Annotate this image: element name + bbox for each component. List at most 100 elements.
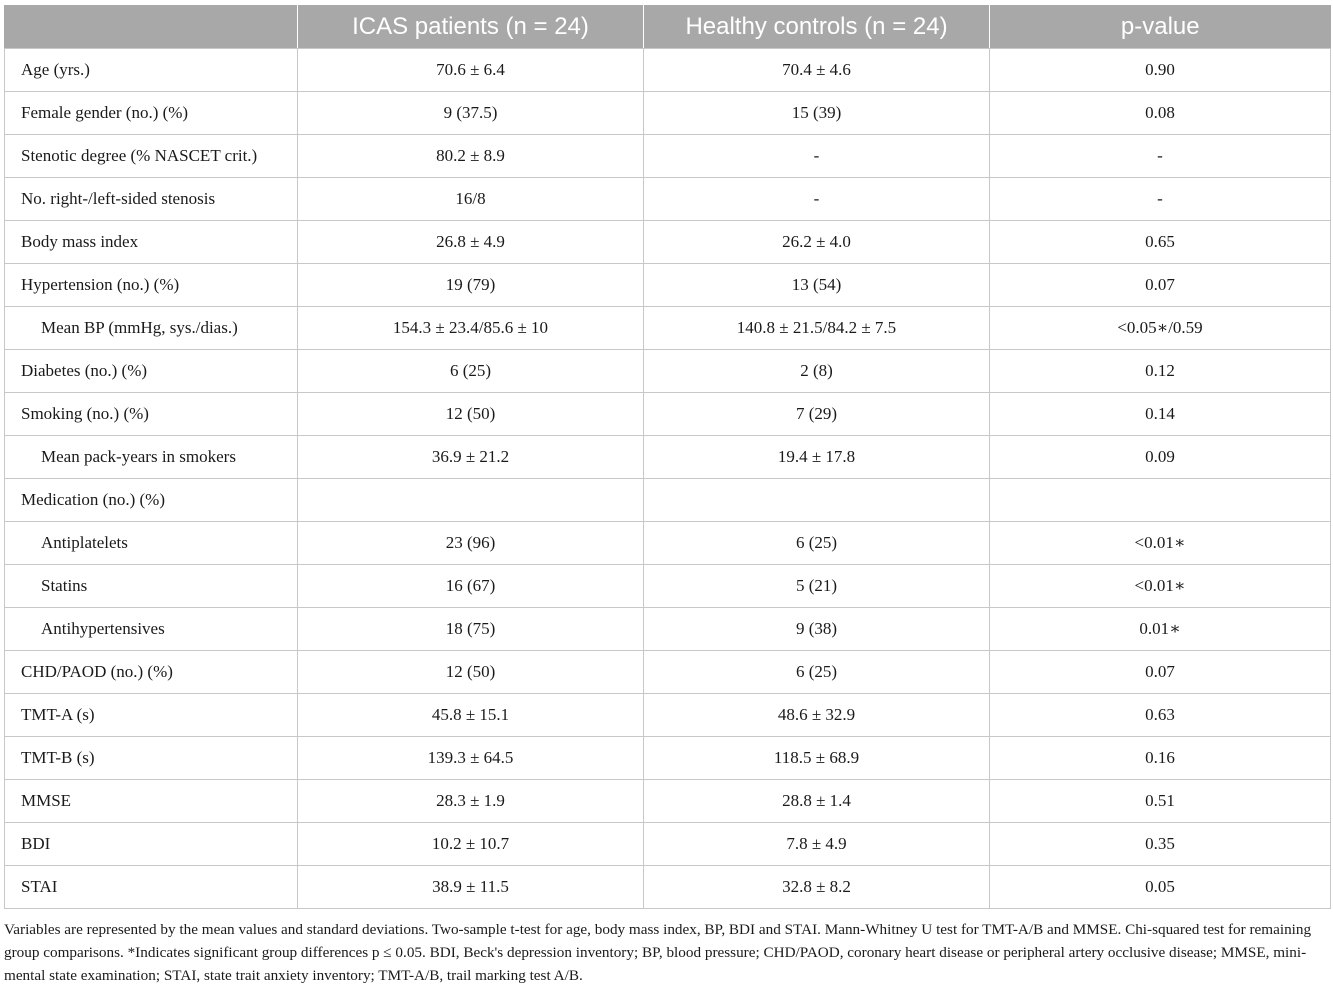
row-label: Statins: [4, 564, 298, 608]
row-label: MMSE: [4, 779, 298, 823]
row-label: Stenotic degree (% NASCET crit.): [4, 134, 298, 178]
table-row: STAI 38.9 ± 11.5 32.8 ± 8.2 0.05: [4, 865, 1331, 909]
table-row: Body mass index 26.8 ± 4.9 26.2 ± 4.0 0.65: [4, 220, 1331, 264]
row-label: No. right-/left-sided stenosis: [4, 177, 298, 221]
icas-value: 45.8 ± 15.1: [297, 693, 644, 737]
controls-value: 9 (38): [643, 607, 990, 651]
table-row: MMSE 28.3 ± 1.9 28.8 ± 1.4 0.51: [4, 779, 1331, 823]
controls-value: 32.8 ± 8.2: [643, 865, 990, 909]
icas-value: 26.8 ± 4.9: [297, 220, 644, 264]
row-label: STAI: [4, 865, 298, 909]
p-value: 0.51: [989, 779, 1331, 823]
table-footnote: Variables are represented by the mean va…: [4, 921, 1312, 984]
row-label: Body mass index: [4, 220, 298, 264]
demographics-table: ICAS patients (n = 24) Healthy controls …: [4, 5, 1331, 909]
row-label: TMT-A (s): [4, 693, 298, 737]
icas-value: 9 (37.5): [297, 91, 644, 135]
controls-value: 2 (8): [643, 349, 990, 393]
p-value: 0.90: [989, 48, 1331, 92]
p-value: 0.07: [989, 263, 1331, 307]
icas-value: 70.6 ± 6.4: [297, 48, 644, 92]
table-row: No. right-/left-sided stenosis 16/8- -: [4, 177, 1331, 221]
table-row: CHD/PAOD (no.) (%) 12 (50) 6 (25) 0.07: [4, 650, 1331, 694]
icas-value: 36.9 ± 21.2: [297, 435, 644, 479]
controls-value: 19.4 ± 17.8: [643, 435, 990, 479]
icas-value: 12 (50): [297, 392, 644, 436]
table-row: Antihypertensives 18 (75) 9 (38) 0.01∗: [4, 607, 1331, 651]
header-p-value: p-value: [989, 5, 1331, 49]
table-row: Age (yrs.) 70.6 ± 6.4 70.4 ± 4.6 0.90: [4, 48, 1331, 92]
table-header-row: ICAS patients (n = 24) Healthy controls …: [4, 5, 1331, 49]
icas-value: 6 (25): [297, 349, 644, 393]
table-row: Mean pack-years in smokers 36.9 ± 21.2 19.…: [4, 435, 1331, 479]
row-label: Mean pack-years in smokers: [4, 435, 298, 479]
table-row: Stenotic degree (% NASCET crit.) 80.2 ± 8…: [4, 134, 1331, 178]
row-label: Diabetes (no.) (%): [4, 349, 298, 393]
row-label: Smoking (no.) (%): [4, 392, 298, 436]
row-label: CHD/PAOD (no.) (%): [4, 650, 298, 694]
table-row: Smoking (no.) (%) 12 (50) 7 (29) 0.14: [4, 392, 1331, 436]
row-label: Female gender (no.) (%): [4, 91, 298, 135]
p-value: -: [989, 177, 1331, 221]
p-value: 0.35: [989, 822, 1331, 866]
p-value: 0.14: [989, 392, 1331, 436]
icas-value: 154.3 ± 23.4/85.6 ± 10: [297, 306, 644, 350]
row-label: TMT-B (s): [4, 736, 298, 780]
row-label: Antihypertensives: [4, 607, 298, 651]
icas-value: 10.2 ± 10.7: [297, 822, 644, 866]
controls-value: 15 (39): [643, 91, 990, 135]
icas-value: 16 (67): [297, 564, 644, 608]
icas-value: 18 (75): [297, 607, 644, 651]
icas-value: [297, 478, 644, 522]
table-row: Female gender (no.) (%) 9 (37.5) 15 (39) 0.…: [4, 91, 1331, 135]
controls-value: 70.4 ± 4.6: [643, 48, 990, 92]
p-value: 0.65: [989, 220, 1331, 264]
p-value: 0.05: [989, 865, 1331, 909]
controls-value: 26.2 ± 4.0: [643, 220, 990, 264]
p-value: 0.63: [989, 693, 1331, 737]
table-row: BDI 10.2 ± 10.7 7.8 ± 4.9 0.35: [4, 822, 1331, 866]
table-row: Antiplatelets 23 (96) 6 (25) <0.01∗: [4, 521, 1331, 565]
p-value: <0.01∗: [989, 521, 1331, 565]
p-value: 0.01∗: [989, 607, 1331, 651]
controls-value: -: [643, 177, 990, 221]
icas-value: 38.9 ± 11.5: [297, 865, 644, 909]
icas-value: 139.3 ± 64.5: [297, 736, 644, 780]
icas-value: 19 (79): [297, 263, 644, 307]
controls-value: 5 (21): [643, 564, 990, 608]
controls-value: 7.8 ± 4.9: [643, 822, 990, 866]
header-icas-patients: ICAS patients (n = 24): [297, 5, 644, 49]
table-row: Statins 16 (67) 5 (21) <0.01∗: [4, 564, 1331, 608]
icas-value: 23 (96): [297, 521, 644, 565]
table-row: TMT-B (s) 139.3 ± 64.5 118.5 ± 68.9 0.16: [4, 736, 1331, 780]
row-label: BDI: [4, 822, 298, 866]
p-value: [989, 478, 1331, 522]
row-label: Age (yrs.): [4, 48, 298, 92]
icas-value: 16/8: [297, 177, 644, 221]
controls-value: 140.8 ± 21.5/84.2 ± 7.5: [643, 306, 990, 350]
table-row: TMT-A (s) 45.8 ± 15.1 48.6 ± 32.9 0.63: [4, 693, 1331, 737]
p-value: 0.16: [989, 736, 1331, 780]
controls-value: 6 (25): [643, 650, 990, 694]
controls-value: 6 (25): [643, 521, 990, 565]
icas-value: 80.2 ± 8.9: [297, 134, 644, 178]
table-row: Diabetes (no.) (%) 6 (25) 2 (8) 0.12: [4, 349, 1331, 393]
row-label: Mean BP (mmHg, sys./dias.): [4, 306, 298, 350]
p-value: <0.01∗: [989, 564, 1331, 608]
row-label: Hypertension (no.) (%): [4, 263, 298, 307]
controls-value: 13 (54): [643, 263, 990, 307]
icas-value: 12 (50): [297, 650, 644, 694]
data-table-container: ICAS patients (n = 24) Healthy controls …: [4, 5, 1331, 909]
p-value: 0.08: [989, 91, 1331, 135]
header-variable: [4, 5, 298, 49]
row-label: Antiplatelets: [4, 521, 298, 565]
table-row: Mean BP (mmHg, sys./dias.) 154.3 ± 23.4/8…: [4, 306, 1331, 350]
p-value: <0.05∗/0.59: [989, 306, 1331, 350]
p-value: 0.12: [989, 349, 1331, 393]
controls-value: 28.8 ± 1.4: [643, 779, 990, 823]
table-row: Medication (no.) (%): [4, 478, 1331, 522]
p-value: 0.07: [989, 650, 1331, 694]
controls-value: 48.6 ± 32.9: [643, 693, 990, 737]
p-value: 0.09: [989, 435, 1331, 479]
table-row: Hypertension (no.) (%) 19 (79) 13 (54) 0.07: [4, 263, 1331, 307]
